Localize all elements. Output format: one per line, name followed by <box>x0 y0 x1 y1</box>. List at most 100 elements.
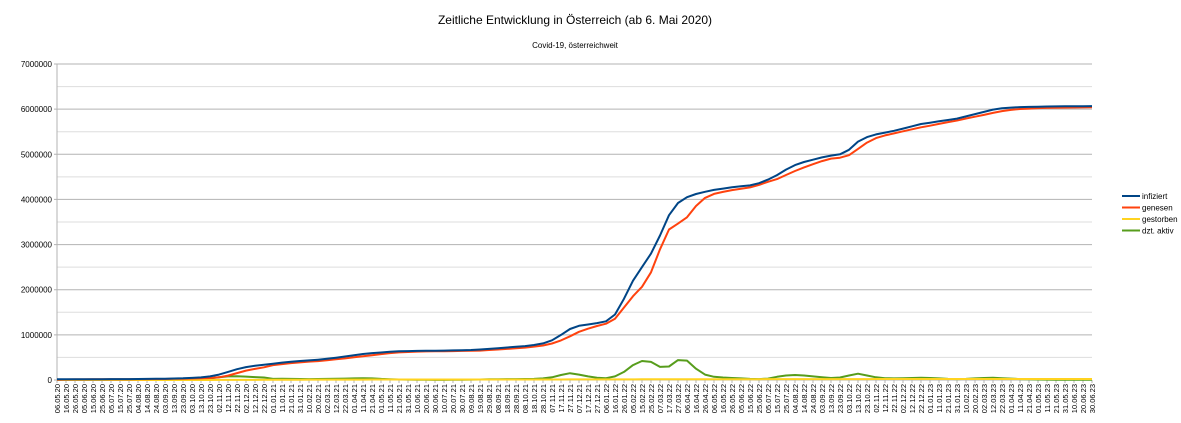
x-tick-label: 28.10.21 <box>539 384 548 413</box>
x-tick-label: 26.04.22 <box>701 384 710 413</box>
x-tick-label: 02.11.20 <box>215 384 224 413</box>
series-line-gestorben <box>57 378 1092 381</box>
y-tick-label: 0 <box>48 376 53 385</box>
x-tick-label: 05.07.22 <box>764 384 773 413</box>
x-tick-label: 03.09.20 <box>161 384 170 413</box>
x-tick-label: 10.07.21 <box>440 384 449 413</box>
x-tick-label: 01.04.23 <box>1007 384 1016 413</box>
x-tick-label: 30.07.21 <box>458 384 467 413</box>
x-tick-label: 10.06.23 <box>1070 384 1079 413</box>
x-tick-label: 21.05.23 <box>1052 384 1061 413</box>
x-tick-label: 23.09.20 <box>179 384 188 413</box>
x-tick-label: 08.09.21 <box>494 384 503 413</box>
x-tick-label: 05.06.20 <box>80 384 89 413</box>
x-tick-label: 07.11.21 <box>548 384 557 413</box>
y-tick-label: 6000000 <box>21 105 53 114</box>
x-tick-label: 06.04.22 <box>683 384 692 413</box>
y-tick-label: 7000000 <box>21 60 53 69</box>
x-tick-label: 21.01.21 <box>287 384 296 413</box>
x-tick-label: 12.03.23 <box>989 384 998 413</box>
x-tick-label: 18.10.21 <box>530 384 539 413</box>
x-tick-label: 11.04.21 <box>359 384 368 413</box>
x-tick-label: 30.06.23 <box>1088 384 1097 413</box>
x-tick-label: 31.05.21 <box>404 384 413 413</box>
x-tick-label: 15.02.22 <box>638 384 647 413</box>
x-tick-label: 26.05.22 <box>728 384 737 413</box>
x-tick-label: 20.06.21 <box>422 384 431 413</box>
x-tick-label: 20.06.23 <box>1079 384 1088 413</box>
x-tick-label: 21.04.21 <box>368 384 377 413</box>
x-tick-label: 27.11.21 <box>566 384 575 413</box>
x-tick-label: 15.06.20 <box>89 384 98 413</box>
x-tick-label: 28.09.21 <box>512 384 521 413</box>
x-tick-label: 12.11.22 <box>881 384 890 413</box>
y-tick-label: 1000000 <box>21 331 53 340</box>
x-axis: 06.05.20 16.05.20 26.05.20 05.06.20 15.06.20… <box>53 380 1097 413</box>
x-tick-label: 01.04.21 <box>350 384 359 413</box>
x-tick-label: 04.08.20 <box>134 384 143 413</box>
x-tick-label: 16.01.22 <box>611 384 620 413</box>
x-tick-label: 01.01.23 <box>926 384 935 413</box>
x-tick-label: 23.10.20 <box>206 384 215 413</box>
x-tick-label: 09.08.21 <box>467 384 476 413</box>
x-tick-label: 21.04.23 <box>1025 384 1034 413</box>
x-tick-label: 15.07.22 <box>773 384 782 413</box>
x-tick-label: 22.03.21 <box>341 384 350 413</box>
x-tick-label: 23.09.22 <box>836 384 845 413</box>
x-tick-label: 02.11.22 <box>872 384 881 413</box>
x-tick-label: 22.12.22 <box>917 384 926 413</box>
x-tick-label: 17.03.22 <box>665 384 674 413</box>
x-tick-label: 12.12.22 <box>908 384 917 413</box>
x-tick-label: 26.05.20 <box>71 384 80 413</box>
x-tick-label: 16.05.22 <box>719 384 728 413</box>
x-tick-label: 02.12.22 <box>899 384 908 413</box>
x-tick-label: 13.10.22 <box>854 384 863 413</box>
x-tick-label: 13.09.20 <box>170 384 179 413</box>
x-tick-label: 06.05.20 <box>53 384 62 413</box>
chart-subtitle: Covid-19, österreichweit <box>532 41 619 50</box>
y-tick-label: 2000000 <box>21 286 53 295</box>
x-tick-label: 05.02.22 <box>629 384 638 413</box>
x-tick-label: 20.02.23 <box>971 384 980 413</box>
x-tick-label: 13.09.22 <box>827 384 836 413</box>
y-tick-label: 5000000 <box>21 150 53 159</box>
x-tick-label: 12.11.20 <box>224 384 233 413</box>
x-tick-label: 16.04.22 <box>692 384 701 413</box>
y-tick-label: 4000000 <box>21 195 53 204</box>
x-tick-label: 20.02.21 <box>314 384 323 413</box>
series-line-dzt-aktiv <box>56 359 1092 381</box>
chart-title: Zeitliche Entwicklung in Österreich (ab … <box>438 13 712 27</box>
x-tick-label: 19.08.21 <box>476 384 485 413</box>
x-tick-label: 21.05.21 <box>395 384 404 413</box>
x-tick-label: 01.01.21 <box>269 384 278 413</box>
x-tick-label: 10.06.21 <box>413 384 422 413</box>
legend-label: infiziert <box>1142 192 1168 201</box>
x-tick-label: 31.05.23 <box>1061 384 1070 413</box>
y-tick-label: 3000000 <box>21 241 53 250</box>
legend-label: genesen <box>1142 204 1173 213</box>
x-tick-label: 22.11.22 <box>890 384 899 413</box>
x-tick-label: 17.12.21 <box>584 384 593 413</box>
legend-label: dzt. aktiv <box>1142 227 1174 236</box>
x-tick-label: 06.01.22 <box>602 384 611 413</box>
x-tick-label: 12.03.21 <box>332 384 341 413</box>
x-tick-label: 22.12.20 <box>260 384 269 413</box>
x-tick-label: 31.01.21 <box>296 384 305 413</box>
y-axis: 0 1000000 2000000 3000000 4000000 5000000 6000… <box>21 60 53 385</box>
x-tick-label: 11.04.23 <box>1016 384 1025 413</box>
x-tick-label: 03.10.20 <box>188 384 197 413</box>
x-tick-label: 11.01.23 <box>935 384 944 413</box>
x-tick-label: 03.09.22 <box>818 384 827 413</box>
x-tick-label: 12.12.20 <box>251 384 260 413</box>
x-tick-label: 24.08.22 <box>809 384 818 413</box>
x-tick-label: 08.10.21 <box>521 384 530 413</box>
x-tick-label: 24.08.20 <box>152 384 161 413</box>
x-tick-label: 29.08.21 <box>485 384 494 413</box>
x-tick-label: 02.03.23 <box>980 384 989 413</box>
x-tick-label: 11.05.21 <box>386 384 395 413</box>
x-tick-label: 18.09.21 <box>503 384 512 413</box>
x-tick-label: 05.07.20 <box>107 384 116 413</box>
x-tick-label: 27.03.22 <box>674 384 683 413</box>
x-tick-label: 31.01.23 <box>953 384 962 413</box>
